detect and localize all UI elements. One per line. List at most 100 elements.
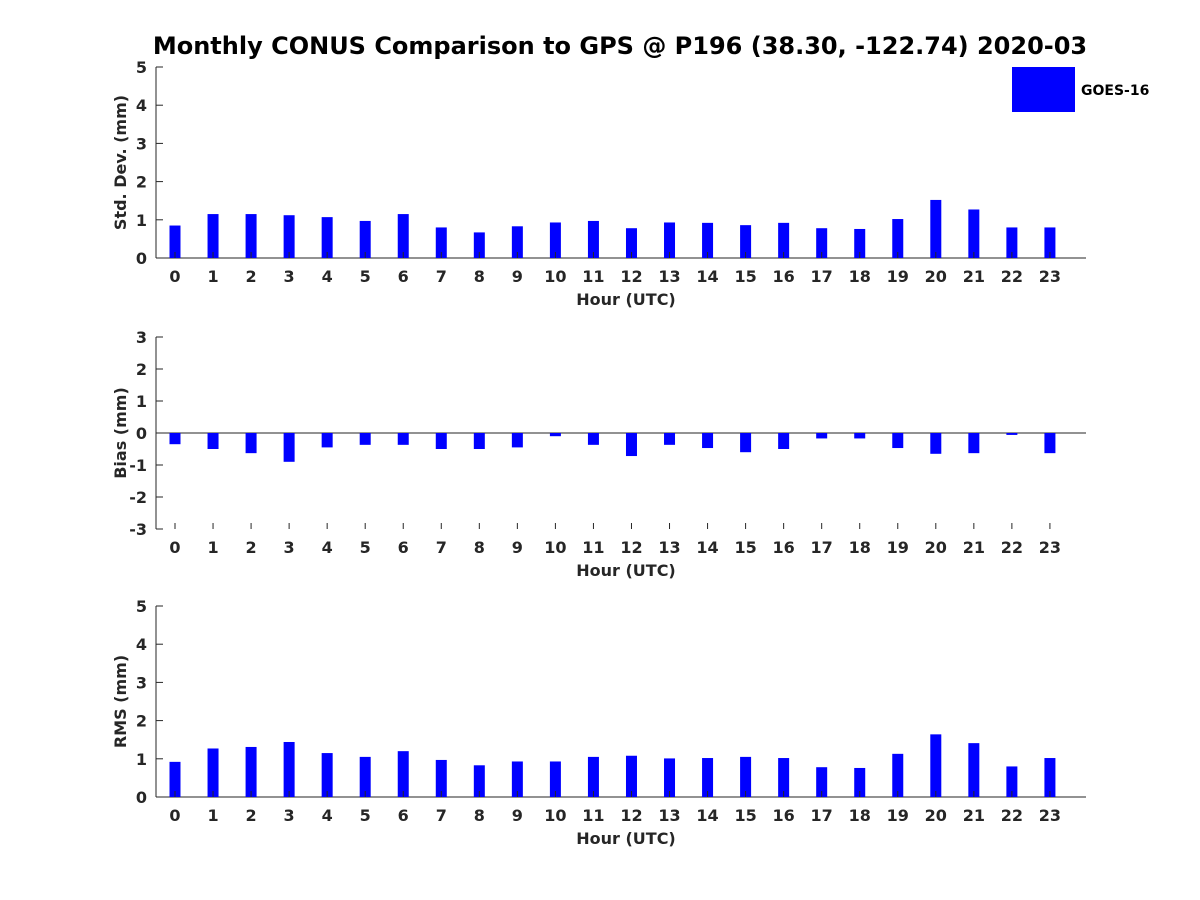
bar-hour-0 [169,433,181,445]
x-tick-label: 5 [360,806,371,825]
x-tick-label: 3 [284,806,295,825]
x-tick-label: 12 [620,538,642,557]
x-axis-label: Hour (UTC) [576,290,676,309]
y-tick-label: 5 [136,597,147,616]
x-tick-label: 22 [1001,538,1023,557]
bar-hour-7 [435,433,447,449]
bar-hour-11 [587,433,599,445]
x-tick-label: 11 [582,538,604,557]
x-tick-label: 2 [246,538,257,557]
x-tick-label: 17 [811,806,833,825]
bar-hour-13 [664,222,676,258]
bar-hour-6 [397,751,409,797]
bar-hour-23 [1044,758,1056,797]
bar-hour-22 [1006,227,1018,258]
bar-hour-6 [397,214,409,258]
x-tick-label: 16 [773,267,795,286]
x-tick-label: 6 [398,806,409,825]
x-tick-label: 10 [544,806,566,825]
y-tick-label: -1 [129,456,147,475]
bar-hour-20 [930,433,942,454]
bar-hour-20 [930,734,942,797]
x-tick-label: 12 [620,806,642,825]
x-tick-label: 9 [512,538,523,557]
y-tick-label: 1 [136,750,147,769]
x-tick-label: 21 [963,806,985,825]
bar-hour-23 [1044,227,1056,258]
x-tick-label: 0 [169,267,180,286]
legend: GOES-16 [1012,67,1149,112]
x-tick-label: 15 [734,538,756,557]
bar-hour-1 [207,433,219,449]
bar-hour-17 [816,228,828,258]
x-tick-label: 22 [1001,267,1023,286]
y-tick-label: 3 [136,673,147,692]
x-tick-label: 9 [512,806,523,825]
x-tick-label: 10 [544,538,566,557]
bar-hour-10 [549,433,561,437]
x-tick-label: 7 [436,538,447,557]
legend-label: GOES-16 [1081,83,1149,99]
y-tick-label: 0 [136,424,147,443]
bar-hour-9 [511,433,523,448]
y-tick-label: 1 [136,211,147,230]
bar-hour-5 [359,756,371,797]
y-axis-label: Bias (mm) [111,387,130,479]
bar-hour-13 [664,433,676,445]
bar-hour-16 [778,433,790,449]
x-tick-label: 19 [887,806,909,825]
bar-hour-9 [511,226,523,258]
bar-hour-11 [587,220,599,258]
x-tick-label: 13 [658,806,680,825]
x-tick-label: 23 [1039,806,1061,825]
bar-hour-1 [207,214,219,258]
x-tick-label: 2 [246,267,257,286]
bar-hour-15 [740,225,752,258]
bar-hour-21 [968,433,980,454]
bar-hour-0 [169,761,181,797]
y-tick-label: 2 [136,360,147,379]
y-tick-label: 5 [136,58,147,77]
x-tick-label: 12 [620,267,642,286]
x-tick-label: 17 [811,538,833,557]
x-tick-label: 1 [207,538,218,557]
bar-hour-13 [664,758,676,797]
x-tick-label: 1 [207,267,218,286]
x-tick-label: 4 [322,538,333,557]
bar-hour-4 [321,433,333,448]
x-tick-label: 3 [284,267,295,286]
x-tick-label: 23 [1039,267,1061,286]
y-tick-label: 2 [136,712,147,731]
bar-hour-2 [245,214,257,258]
bar-hour-19 [892,219,904,258]
x-tick-label: 21 [963,538,985,557]
x-tick-label: 20 [925,806,947,825]
x-tick-label: 14 [696,806,718,825]
bar-hour-19 [892,433,904,449]
bar-hour-3 [283,433,295,462]
bar-hour-7 [435,759,447,797]
bar-hour-8 [473,765,485,797]
bar-hour-10 [549,222,561,258]
x-tick-label: 19 [887,267,909,286]
y-tick-label: 0 [136,788,147,807]
y-tick-label: 4 [136,635,147,654]
bar-hour-4 [321,753,333,797]
bar-hour-16 [778,758,790,797]
bar-hour-12 [625,433,637,457]
x-tick-label: 22 [1001,806,1023,825]
x-tick-label: 14 [696,267,718,286]
bar-hour-14 [702,758,714,797]
x-tick-label: 6 [398,267,409,286]
x-tick-label: 9 [512,267,523,286]
x-tick-label: 3 [284,538,295,557]
bar-hour-11 [587,756,599,797]
legend-swatch [1012,67,1075,112]
x-tick-label: 0 [169,806,180,825]
bar-hour-6 [397,433,409,445]
bar-hour-16 [778,222,790,258]
x-tick-label: 6 [398,538,409,557]
